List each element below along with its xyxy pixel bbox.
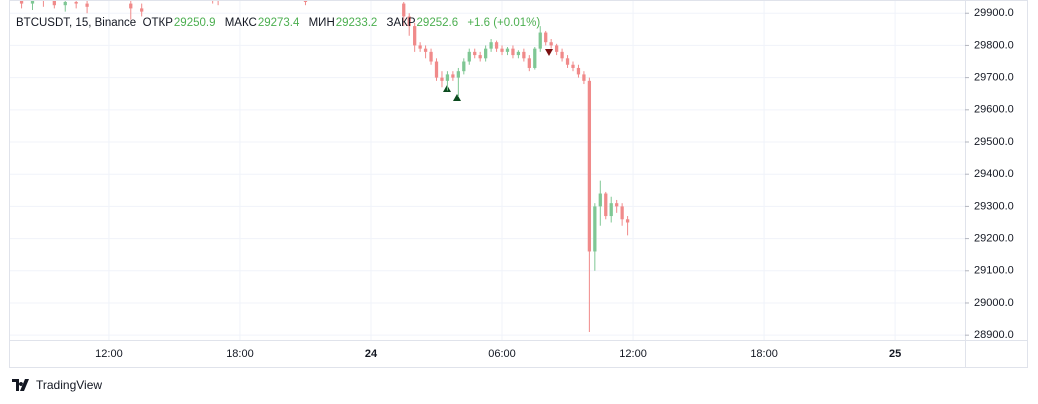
buy-marker bbox=[453, 94, 461, 101]
legend: BTCUSDT, 15, Binance ОТКР29250.9 МАКС292… bbox=[16, 17, 546, 29]
y-tick-label: 29400.0 bbox=[974, 168, 1014, 180]
candle-body bbox=[52, 1, 56, 6]
footer[interactable]: TradingView bbox=[12, 378, 102, 392]
candle-body bbox=[505, 48, 510, 52]
change: +1.6 (+0.01%) bbox=[467, 17, 541, 29]
candle-body bbox=[129, 3, 133, 9]
x-tick-label: 12:00 bbox=[619, 348, 647, 360]
candle-body bbox=[63, 1, 67, 6]
grid bbox=[10, 1, 965, 340]
candle-body bbox=[402, 3, 406, 17]
candle-body bbox=[609, 203, 613, 217]
candle-body bbox=[303, 1, 308, 2]
y-tick-label: 29900.0 bbox=[974, 7, 1014, 19]
candles bbox=[19, 1, 630, 332]
value: 29252.6 bbox=[416, 17, 459, 29]
frame bbox=[9, 0, 1028, 368]
value: 29273.4 bbox=[257, 17, 300, 29]
chart: 28900.0 29000.0 29100.0 29200.0 29300.0 29400… bbox=[9, 0, 1028, 368]
symbol: BTCUSDT, 15, Binance bbox=[16, 17, 137, 29]
x-tick-label: 12:00 bbox=[95, 348, 123, 360]
y-tick-label: 29200.0 bbox=[974, 232, 1014, 244]
y-tick-label: 29700.0 bbox=[974, 72, 1014, 84]
candle-body bbox=[604, 193, 608, 217]
candle-body bbox=[544, 32, 548, 43]
candle-body bbox=[565, 58, 570, 65]
candle-body bbox=[445, 74, 450, 81]
brand: TradingView bbox=[36, 378, 103, 392]
candle-body bbox=[418, 45, 422, 49]
candle-body bbox=[554, 45, 559, 52]
y-tick-label: 28900.0 bbox=[974, 329, 1014, 341]
y-tick-label: 29500.0 bbox=[974, 136, 1014, 148]
x-tick-label: 18:00 bbox=[750, 348, 778, 360]
value: 29250.9 bbox=[173, 17, 216, 29]
candle-body bbox=[440, 77, 444, 81]
x-tick-label: 24 bbox=[365, 348, 378, 360]
candle-body bbox=[527, 58, 531, 68]
candle-body bbox=[500, 48, 504, 52]
candle-body bbox=[413, 26, 417, 46]
y-tick-label: 29600.0 bbox=[974, 104, 1014, 116]
candle-body bbox=[478, 55, 482, 59]
candle-body bbox=[522, 51, 526, 59]
candle-body bbox=[74, 1, 78, 4]
candle-body bbox=[19, 1, 24, 4]
candle-body bbox=[587, 80, 592, 252]
candle-body bbox=[462, 61, 466, 72]
candle-body bbox=[140, 8, 144, 12]
y-tick-label: 29800.0 bbox=[974, 39, 1014, 51]
label: ЗАКР bbox=[386, 17, 416, 29]
candle-body bbox=[582, 74, 586, 81]
candle-body bbox=[434, 61, 439, 78]
candle-body bbox=[451, 74, 455, 78]
candle-body bbox=[85, 3, 89, 7]
x-tick-label: 06:00 bbox=[488, 348, 516, 360]
candle-body bbox=[484, 48, 488, 59]
candle-body bbox=[473, 51, 477, 56]
candle-body bbox=[467, 51, 471, 62]
candle-body bbox=[576, 67, 581, 75]
candle-body bbox=[538, 32, 542, 49]
candle-body bbox=[511, 48, 515, 56]
logo bbox=[12, 379, 29, 391]
candle-body bbox=[598, 193, 602, 207]
label: МИН bbox=[308, 17, 335, 29]
candle-body bbox=[533, 48, 537, 68]
y-tick-label: 29100.0 bbox=[974, 265, 1014, 277]
candle-body bbox=[494, 42, 499, 49]
y-tick-label: 29300.0 bbox=[974, 200, 1014, 212]
y-tick-label: 29000.0 bbox=[974, 297, 1014, 309]
candle-body bbox=[620, 206, 624, 220]
candle-body bbox=[423, 48, 428, 52]
value: 29233.2 bbox=[335, 17, 378, 29]
candle-body bbox=[407, 16, 411, 27]
x-tick-label: 18:00 bbox=[226, 348, 254, 360]
candle-body bbox=[615, 203, 619, 207]
candle-body bbox=[516, 51, 521, 56]
candle-body bbox=[549, 42, 553, 46]
label: МАКС bbox=[224, 17, 257, 29]
candle-body bbox=[560, 51, 564, 59]
candle-body bbox=[593, 206, 597, 252]
candle-body bbox=[571, 64, 575, 68]
candle-body bbox=[30, 1, 35, 4]
candle-body bbox=[489, 42, 493, 49]
candle-body bbox=[625, 219, 630, 223]
label: ОТКР bbox=[142, 17, 173, 29]
sell-marker bbox=[545, 49, 553, 56]
x-tick-label: 25 bbox=[889, 348, 901, 360]
candle-body bbox=[456, 71, 460, 78]
candle-body bbox=[429, 51, 433, 62]
